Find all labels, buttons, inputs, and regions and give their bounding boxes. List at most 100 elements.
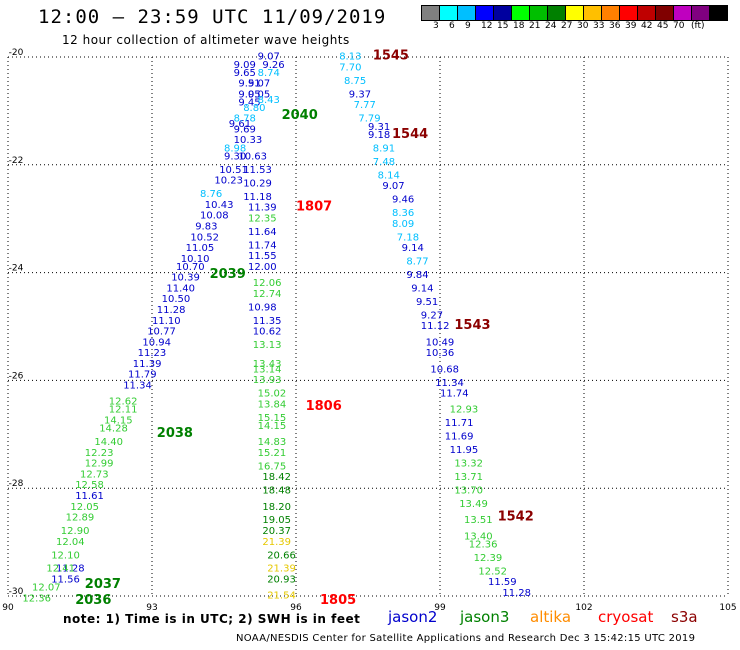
swh-value: 10.29 bbox=[243, 178, 272, 189]
swh-value: 9.51 bbox=[416, 297, 438, 308]
swh-value: 7.77 bbox=[354, 100, 376, 111]
swh-value: 12.05 bbox=[70, 502, 99, 513]
swh-value: 21.54 bbox=[267, 591, 296, 602]
swh-value: 11.34 bbox=[435, 378, 464, 389]
chart-subtitle: 12 hour collection of altimeter wave hei… bbox=[62, 33, 350, 47]
swh-value: 9.26 bbox=[262, 60, 284, 71]
swh-value: 11.95 bbox=[450, 445, 479, 456]
swh-value: 11.28 bbox=[157, 305, 186, 316]
swh-value: 9.69 bbox=[234, 124, 256, 135]
x-tick-label: 99 bbox=[434, 603, 446, 613]
swh-value: 16.75 bbox=[258, 461, 287, 472]
swh-value: 9.05 bbox=[248, 89, 270, 100]
swh-value: 13.40 bbox=[464, 531, 493, 542]
axes: 90 93 96 99 102 105 -20 -22 -24 -26 -28 -30 bbox=[2, 48, 736, 613]
legend-label: 42 bbox=[641, 21, 653, 31]
swh-value: 12.41 bbox=[46, 564, 75, 575]
swh-value: 11.79 bbox=[128, 370, 157, 381]
swh-value: 18.48 bbox=[262, 486, 291, 497]
credit-text: NOAA/NESDIS Center for Satellite Applica… bbox=[236, 633, 696, 644]
legend-label: 12 bbox=[481, 21, 493, 31]
swh-value: 11.64 bbox=[248, 227, 277, 238]
swh-value: 12.35 bbox=[248, 213, 277, 224]
swh-value: 12.04 bbox=[56, 537, 85, 548]
swh-value: 8.09 bbox=[392, 219, 414, 230]
swh-value: 8.36 bbox=[392, 208, 414, 219]
x-tick-label: 102 bbox=[575, 603, 592, 613]
swh-value: 9.30 bbox=[224, 151, 246, 162]
swh-value: 11.39 bbox=[133, 359, 162, 370]
swh-value: 11.40 bbox=[166, 283, 195, 294]
color-legend bbox=[421, 5, 728, 21]
swh-value: 12.11 bbox=[109, 405, 138, 416]
y-tick-label: -26 bbox=[9, 371, 24, 381]
swh-value: 18.20 bbox=[262, 502, 291, 513]
legend-label: 3 bbox=[433, 21, 439, 31]
swh-value: 11.18 bbox=[243, 192, 272, 203]
swh-value: 12.73 bbox=[80, 469, 109, 480]
pass-time: 1807 bbox=[296, 200, 332, 215]
swh-value: 18.42 bbox=[262, 472, 291, 483]
swh-value: 11.23 bbox=[138, 348, 167, 359]
legend-label: 70 bbox=[673, 21, 685, 31]
y-tick-label: -30 bbox=[9, 587, 24, 597]
pass-time: 2040 bbox=[282, 108, 318, 123]
swh-value: 21.39 bbox=[267, 564, 296, 575]
swh-value: 11.69 bbox=[445, 432, 474, 443]
swh-value: 11.74 bbox=[248, 240, 277, 251]
swh-value: 9.45 bbox=[238, 98, 260, 109]
swh-value: 9.46 bbox=[392, 195, 414, 206]
swh-value: 11.35 bbox=[253, 316, 282, 327]
satellite-cryosat: cryosat bbox=[598, 608, 654, 626]
legend-label: 45 bbox=[657, 21, 669, 31]
swh-value: 15.21 bbox=[258, 448, 287, 459]
swh-value: 12.90 bbox=[61, 526, 90, 537]
swh-value: 9.61 bbox=[229, 119, 251, 130]
swh-value: 8.14 bbox=[378, 170, 400, 181]
pass-time: 2037 bbox=[85, 577, 121, 592]
y-tick-label: -22 bbox=[9, 156, 24, 166]
swh-value: 9.37 bbox=[349, 89, 371, 100]
swh-value: 12.10 bbox=[51, 550, 80, 561]
swh-value: 8.76 bbox=[200, 189, 222, 200]
swh-value: 12.93 bbox=[450, 405, 479, 416]
swh-value: 12.58 bbox=[75, 480, 104, 491]
swh-value: 11.34 bbox=[123, 380, 152, 391]
swh-value: 12.06 bbox=[253, 278, 282, 289]
swh-value: 11.10 bbox=[152, 316, 181, 327]
pass-time: 1545 bbox=[373, 49, 409, 64]
swh-value: 11.28 bbox=[56, 564, 85, 575]
swh-value: 8.75 bbox=[344, 76, 366, 87]
swh-value: 13.84 bbox=[258, 399, 287, 410]
swh-value: 15.02 bbox=[258, 389, 287, 400]
swh-value: 9.05 bbox=[238, 89, 260, 100]
swh-value: 12.89 bbox=[66, 513, 95, 524]
swh-value: 10.68 bbox=[430, 364, 459, 375]
swh-value: 13.51 bbox=[464, 515, 493, 526]
swh-value: 14.15 bbox=[258, 421, 287, 432]
swh-value: 11.05 bbox=[186, 243, 215, 254]
swh-value: 10.33 bbox=[234, 135, 263, 146]
pass-time: 2036 bbox=[75, 593, 111, 608]
pass-time: 1544 bbox=[392, 127, 428, 142]
swh-value: 12.36 bbox=[469, 539, 498, 550]
legend-label: 36 bbox=[609, 21, 621, 31]
swh-value: 8.77 bbox=[406, 257, 428, 268]
legend-label: 6 bbox=[449, 21, 455, 31]
swh-value: 10.98 bbox=[248, 302, 277, 313]
swh-value: 13.43 bbox=[253, 359, 282, 370]
pass-time: 1805 bbox=[320, 593, 356, 608]
swh-value: 8.98 bbox=[224, 143, 246, 154]
swh-value: 11.53 bbox=[243, 165, 272, 176]
swh-value: 12.07 bbox=[32, 583, 61, 594]
swh-value: 15.15 bbox=[258, 413, 287, 424]
legend-label: 24 bbox=[545, 21, 557, 31]
pass-time: 1542 bbox=[498, 510, 534, 525]
swh-value: 13.71 bbox=[454, 472, 483, 483]
swh-value: 13.70 bbox=[454, 486, 483, 497]
swh-value: 9.51 bbox=[238, 79, 260, 90]
legend-unit: (ft) bbox=[691, 21, 705, 31]
x-tick-label: 93 bbox=[146, 603, 157, 613]
swh-value: 7.48 bbox=[373, 157, 395, 168]
swh-value: 12.39 bbox=[474, 553, 503, 564]
